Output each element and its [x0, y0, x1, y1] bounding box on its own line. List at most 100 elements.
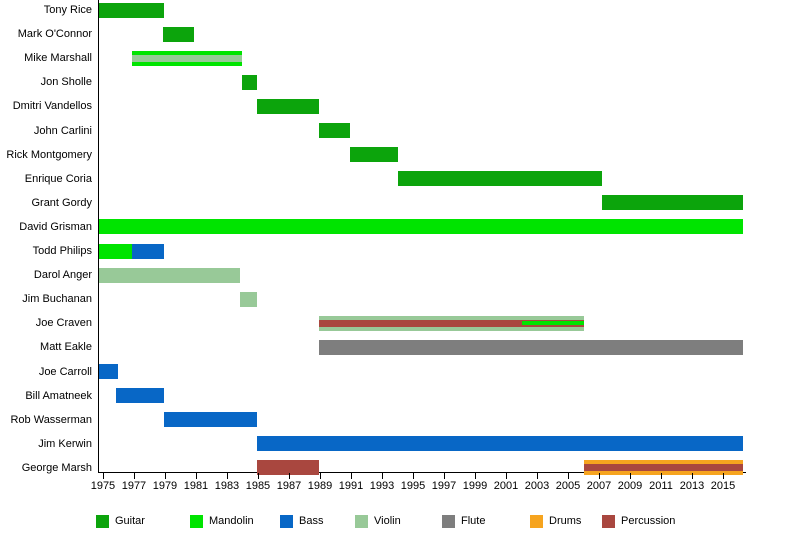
percussion-bar-layer [319, 319, 523, 327]
legend-label: Violin [374, 514, 401, 527]
timeline-bar-segment [99, 243, 132, 259]
x-axis-tick-label: 1999 [462, 480, 488, 492]
x-axis-tick [536, 473, 538, 479]
timeline-bar-segment [131, 50, 242, 66]
legend-item-flute: Flute [442, 512, 485, 530]
x-axis-tick [350, 473, 352, 479]
legend: Guitar Mandolin Bass Violin Flute Drums Percus… [0, 512, 790, 530]
member-label: Bill Amatneek [25, 389, 92, 402]
member-label: Mike Marshall [24, 52, 92, 65]
x-axis-tick [412, 473, 414, 479]
x-axis-tick-label: 1997 [431, 480, 457, 492]
x-axis-tick-label: 2003 [524, 480, 550, 492]
member-label: George Marsh [21, 461, 92, 474]
x-axis-tick [133, 473, 135, 479]
member-label: Enrique Coria [24, 172, 92, 185]
legend-label: Bass [299, 514, 324, 527]
mandolin-bar-layer [99, 219, 743, 235]
timeline-bar-segment [601, 195, 743, 211]
x-axis-tick [598, 473, 600, 479]
guitar-bar-layer [162, 26, 194, 42]
x-axis-tick [102, 473, 104, 479]
timeline-bar-segment [319, 339, 743, 355]
x-axis-tick [164, 473, 166, 479]
percussion-bar-layer [584, 464, 743, 472]
member-label: Grant Gordy [31, 196, 92, 209]
timeline-bar-segment [584, 460, 743, 476]
guitar-bar-layer [99, 2, 165, 18]
member-label: John Carlini [33, 124, 92, 137]
x-axis-tick-label: 1979 [152, 480, 178, 492]
member-label: Rick Montgomery [6, 148, 92, 161]
bass-bar-layer [131, 243, 165, 259]
bass-swatch-icon [280, 514, 293, 528]
member-label: David Grisman [19, 220, 92, 233]
x-axis-tick [629, 473, 631, 479]
member-label: Joe Carroll [38, 365, 92, 378]
percussion-bar-layer [257, 460, 320, 476]
x-axis-tick [288, 473, 290, 479]
legend-label: Flute [461, 514, 486, 527]
legend-item-percussion: Percussion [602, 512, 675, 530]
timeline-bar-segment [99, 267, 241, 283]
x-axis-tick-label: 2015 [710, 480, 736, 492]
legend-label: Percussion [621, 514, 676, 527]
guitar-bar-layer [241, 74, 258, 90]
guitar-bar-layer [601, 195, 743, 211]
member-label: Tony Rice [43, 4, 92, 16]
member-label: Jon Sholle [40, 76, 92, 89]
x-axis-tick-label: 1995 [400, 480, 426, 492]
x-axis-tick-label: 1987 [276, 480, 302, 492]
x-axis-tick [722, 473, 724, 479]
x-axis-tick-label: 2005 [555, 480, 581, 492]
legend-item-mandolin: Mandolin [190, 512, 254, 530]
guitar-bar-layer [319, 123, 351, 138]
legend-item-violin: Violin [355, 512, 401, 530]
member-label: Jim Kerwin [38, 437, 92, 450]
member-label: Joe Craven [35, 317, 92, 330]
bass-bar-layer [257, 436, 743, 452]
member-label: Jim Buchanan [22, 293, 92, 306]
mandolin-bar-layer [522, 321, 585, 326]
x-axis-tick-label: 1985 [245, 480, 271, 492]
x-axis-tick-label: 1983 [214, 480, 240, 492]
x-axis-tick-label: 1981 [183, 480, 209, 492]
timeline-bar-segment [257, 98, 320, 114]
x-axis-tick-label: 1975 [90, 480, 116, 492]
flute-bar-layer [319, 339, 743, 355]
x-axis-tick-label: 2013 [679, 480, 705, 492]
timeline-bar-segment [99, 219, 743, 235]
guitar-swatch-icon [96, 514, 109, 528]
x-axis-tick [257, 473, 259, 479]
x-axis-tick [505, 473, 507, 479]
x-axis-tick-label: 1977 [121, 480, 147, 492]
mandolin-swatch-icon [190, 514, 203, 528]
x-axis-tick-label: 2009 [617, 480, 643, 492]
violin-swatch-icon [355, 514, 368, 528]
timeline-bar-segment [241, 74, 258, 90]
timeline-bar-segment [350, 147, 399, 163]
violin-bar-layer [131, 54, 242, 62]
member-label: Mark O'Connor [17, 28, 92, 41]
timeline-bar-segment [162, 26, 194, 42]
x-axis-tick-label: 2001 [493, 480, 519, 492]
guitar-bar-layer [350, 147, 399, 163]
timeline-bar-segment [99, 364, 118, 379]
guitar-bar-layer [257, 98, 320, 114]
bass-bar-layer [164, 412, 258, 428]
timeline-bar-segment [257, 436, 743, 452]
x-axis-tick [691, 473, 693, 479]
timeline-bar-segment [398, 171, 602, 187]
drums-swatch-icon [530, 514, 543, 528]
percussion-swatch-icon [602, 514, 615, 528]
timeline-bar-segment [99, 2, 165, 18]
guitar-bar-layer [398, 171, 602, 187]
member-label: Dmitri Vandellos [12, 100, 92, 113]
x-axis-tick-label: 2011 [649, 480, 673, 492]
member-label: Matt Eakle [40, 341, 92, 354]
violin-bar-layer [99, 267, 241, 283]
timeline-bar-segment [319, 123, 351, 138]
legend-label: Mandolin [209, 514, 254, 527]
mandolin-bar-layer [99, 243, 132, 259]
legend-item-drums: Drums [530, 512, 581, 530]
